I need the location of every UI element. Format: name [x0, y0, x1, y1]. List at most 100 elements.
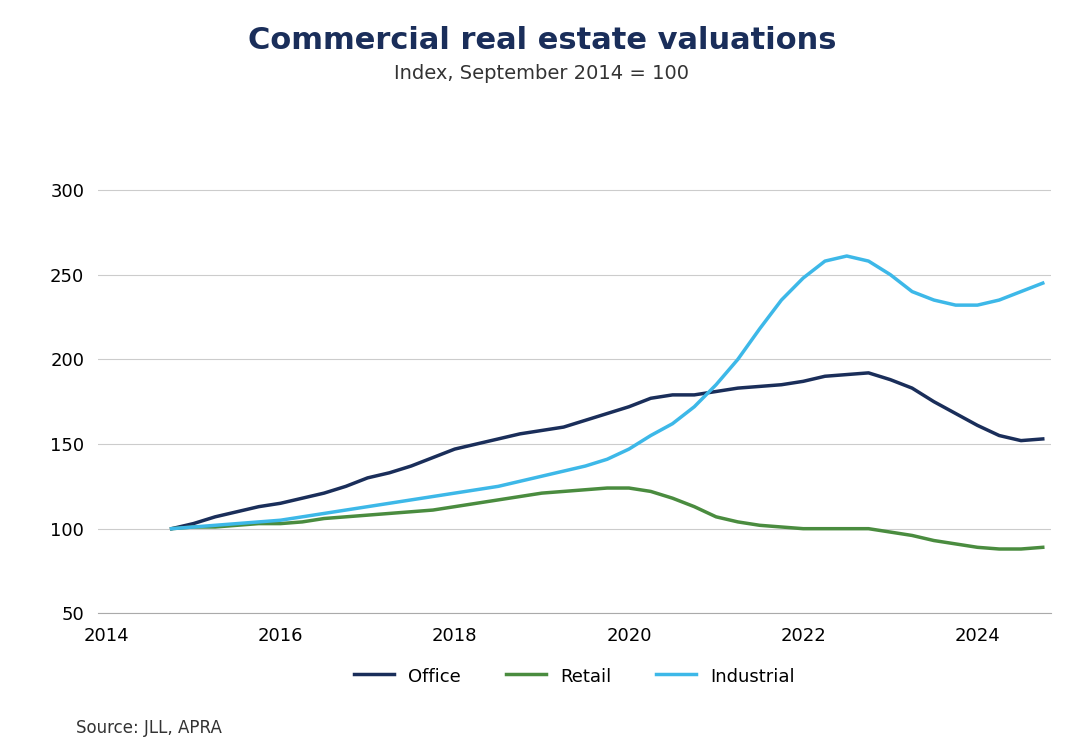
Office: [557, 423, 570, 432]
Industrial: [514, 476, 527, 485]
Retail: [862, 524, 875, 533]
Office: [426, 453, 439, 462]
Industrial: [797, 274, 810, 283]
Retail: [928, 536, 941, 545]
Industrial: [165, 524, 178, 533]
Industrial: [818, 257, 831, 266]
Industrial: [971, 301, 984, 310]
Retail: [688, 502, 701, 511]
Industrial: [732, 355, 745, 364]
Industrial: [601, 455, 614, 464]
Office: [1015, 436, 1028, 445]
Industrial: [470, 485, 483, 494]
Retail: [404, 507, 417, 516]
Retail: [253, 519, 266, 528]
Retail: [710, 512, 723, 521]
Retail: [905, 531, 918, 540]
Industrial: [448, 488, 461, 497]
Office: [688, 390, 701, 399]
Office: [579, 416, 592, 425]
Retail: [732, 518, 745, 527]
Industrial: [186, 523, 199, 532]
Industrial: [557, 467, 570, 476]
Retail: [950, 539, 963, 548]
Line: Industrial: Industrial: [171, 256, 1043, 529]
Industrial: [905, 287, 918, 296]
Retail: [165, 524, 178, 533]
Industrial: [383, 499, 396, 508]
Legend: Office, Retail, Industrial: Office, Retail, Industrial: [353, 667, 796, 685]
Retail: [666, 494, 679, 503]
Industrial: [339, 506, 352, 515]
Industrial: [253, 518, 266, 527]
Industrial: [296, 512, 309, 521]
Text: Index, September 2014 = 100: Index, September 2014 = 100: [395, 64, 689, 82]
Industrial: [644, 431, 657, 440]
Retail: [1036, 543, 1049, 552]
Industrial: [535, 472, 549, 481]
Industrial: [622, 444, 635, 453]
Office: [971, 421, 984, 430]
Industrial: [492, 482, 505, 491]
Office: [993, 431, 1006, 440]
Office: [253, 502, 266, 511]
Office: [535, 426, 549, 435]
Retail: [797, 524, 810, 533]
Industrial: [579, 462, 592, 470]
Retail: [492, 495, 505, 504]
Office: [950, 409, 963, 418]
Office: [666, 390, 679, 399]
Office: [601, 409, 614, 418]
Office: [732, 384, 745, 393]
Retail: [361, 511, 374, 520]
Industrial: [1036, 278, 1049, 287]
Industrial: [883, 270, 896, 279]
Line: Retail: Retail: [171, 488, 1043, 549]
Retail: [208, 523, 221, 532]
Office: [318, 488, 331, 497]
Office: [208, 512, 221, 521]
Text: Commercial real estate valuations: Commercial real estate valuations: [248, 26, 836, 55]
Industrial: [993, 295, 1006, 304]
Office: [797, 377, 810, 386]
Office: [470, 440, 483, 449]
Retail: [818, 524, 831, 533]
Retail: [535, 488, 549, 497]
Industrial: [426, 492, 439, 501]
Office: [840, 370, 853, 379]
Retail: [296, 518, 309, 527]
Retail: [993, 545, 1006, 554]
Industrial: [775, 295, 788, 304]
Industrial: [928, 295, 941, 304]
Industrial: [231, 519, 244, 528]
Retail: [775, 523, 788, 532]
Retail: [579, 485, 592, 494]
Retail: [448, 502, 461, 511]
Office: [514, 429, 527, 438]
Retail: [1015, 545, 1028, 554]
Office: [448, 444, 461, 453]
Industrial: [950, 301, 963, 310]
Retail: [557, 487, 570, 496]
Retail: [231, 521, 244, 530]
Office: [296, 494, 309, 503]
Industrial: [274, 515, 287, 524]
Office: [622, 402, 635, 411]
Retail: [514, 492, 527, 501]
Office: [753, 382, 766, 391]
Office: [928, 397, 941, 406]
Office: [231, 507, 244, 516]
Office: [404, 462, 417, 470]
Industrial: [688, 402, 701, 411]
Retail: [840, 524, 853, 533]
Office: [883, 375, 896, 384]
Retail: [274, 519, 287, 528]
Retail: [644, 487, 657, 496]
Industrial: [208, 521, 221, 530]
Retail: [339, 512, 352, 521]
Office: [818, 372, 831, 381]
Industrial: [404, 495, 417, 504]
Industrial: [361, 502, 374, 511]
Office: [775, 380, 788, 389]
Office: [1036, 435, 1049, 444]
